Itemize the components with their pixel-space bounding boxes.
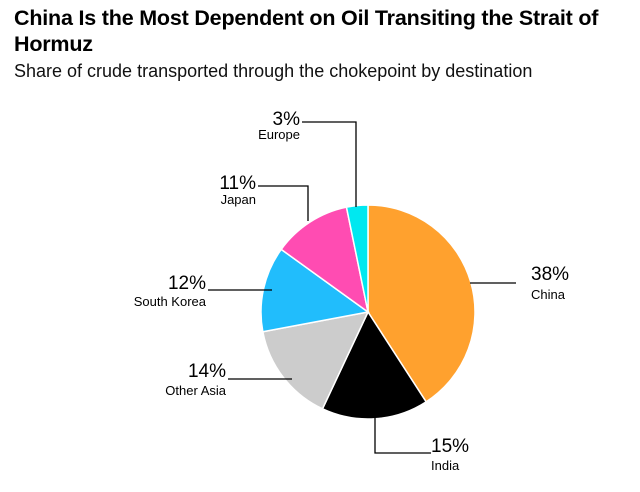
label-cat-other-asia: Other Asia [165, 383, 226, 398]
label-pct-china: 38% [531, 264, 569, 285]
pie-slice-europe [345, 204, 369, 313]
label-cat-india: India [431, 458, 460, 473]
leader-line-europe [302, 121, 357, 207]
leader-line-india [374, 418, 431, 454]
leader-line-japan [258, 185, 309, 221]
chart-title: China Is the Most Dependent on Oil Trans… [14, 6, 599, 56]
label-cat-china: China [531, 287, 566, 302]
label-cat-europe: Europe [258, 127, 300, 142]
label-cat-south-korea: South Korea [134, 294, 207, 309]
pie-slice-south-korea [260, 248, 370, 333]
pie-slice-japan [280, 206, 370, 314]
label-pct-europe: 3% [273, 109, 301, 130]
label-pct-south-korea: 12% [168, 273, 206, 294]
label-pct-india: 15% [431, 436, 469, 457]
pie-slices [260, 204, 476, 420]
label-cat-japan: Japan [221, 192, 256, 207]
pie-slice-other-asia [261, 310, 370, 410]
label-pct-other-asia: 14% [188, 361, 226, 382]
label-pct-japan: 11% [219, 173, 256, 194]
chart-subtitle: Share of crude transported through the c… [14, 61, 533, 81]
